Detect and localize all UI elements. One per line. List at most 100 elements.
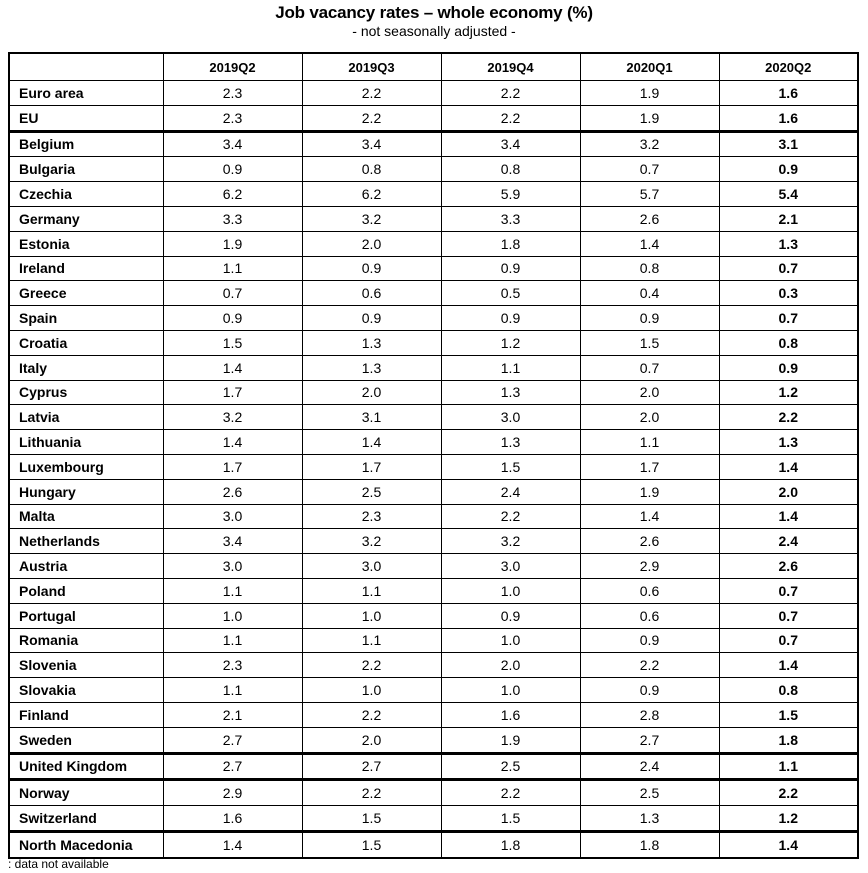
cell-value: 6.2 (162, 181, 303, 207)
cell-value: 2.2 (718, 404, 859, 431)
table-row: Ireland 1.1 0.9 0.9 0.8 0.7 (8, 255, 859, 282)
cell-value: 0.7 (718, 305, 859, 331)
row-label: Luxembourg (8, 453, 164, 480)
cell-value: 2.6 (579, 205, 720, 232)
cell-value: 3.1 (718, 130, 859, 158)
cell-value: 3.0 (162, 503, 303, 530)
cell-value: 0.8 (579, 255, 720, 282)
table-row: Lithuania 1.4 1.4 1.3 1.1 1.3 (8, 429, 859, 455)
column-header: 2019Q4 (440, 52, 581, 81)
cell-value: 1.4 (162, 429, 303, 455)
cell-value: 1.4 (718, 503, 859, 530)
cell-value: 2.3 (162, 80, 303, 106)
cell-value: 1.8 (440, 230, 581, 257)
table-row: Romania 1.1 1.1 1.0 0.9 0.7 (8, 627, 859, 654)
cell-value: 2.5 (301, 478, 442, 505)
cell-value: 1.0 (440, 577, 581, 604)
cell-value: 0.6 (579, 577, 720, 604)
cell-value: 0.7 (718, 255, 859, 282)
cell-value: 1.5 (440, 805, 581, 833)
table-row: Croatia 1.5 1.3 1.2 1.5 0.8 (8, 329, 859, 356)
cell-value: 2.2 (301, 104, 442, 133)
cell-value: 2.3 (162, 104, 303, 133)
table-row: Poland 1.1 1.1 1.0 0.6 0.7 (8, 577, 859, 604)
row-label: Switzerland (8, 805, 164, 833)
cell-value: 1.5 (440, 453, 581, 480)
cell-value: 1.1 (162, 677, 303, 703)
cell-value: 1.1 (718, 752, 859, 782)
cell-value: 2.6 (579, 528, 720, 555)
table-row: Greece 0.7 0.6 0.5 0.4 0.3 (8, 280, 859, 307)
cell-value: 2.7 (301, 752, 442, 782)
cell-value: 0.8 (718, 677, 859, 703)
row-label: Bulgaria (8, 156, 164, 183)
cell-value: 1.2 (718, 379, 859, 406)
table-row: North Macedonia 1.4 1.5 1.8 1.8 1.4 (8, 830, 859, 859)
cell-value: 2.2 (440, 80, 581, 106)
row-label: Netherlands (8, 528, 164, 555)
cell-value: 3.0 (440, 404, 581, 431)
column-header: 2019Q2 (162, 52, 303, 81)
cell-value: 0.9 (718, 156, 859, 183)
cell-value: 1.0 (440, 627, 581, 654)
cell-value: 1.4 (162, 354, 303, 381)
cell-value: 3.4 (440, 130, 581, 158)
cell-value: 3.2 (440, 528, 581, 555)
cell-value: 1.6 (162, 805, 303, 833)
row-label: North Macedonia (8, 830, 164, 859)
cell-value: 2.0 (718, 478, 859, 505)
cell-value: 0.9 (718, 354, 859, 381)
table-row: Malta 3.0 2.3 2.2 1.4 1.4 (8, 503, 859, 530)
cell-value: 1.0 (301, 602, 442, 629)
cell-value: 1.5 (718, 701, 859, 728)
cell-value: 2.0 (579, 379, 720, 406)
cell-value: 0.6 (301, 280, 442, 307)
table-row: Slovakia 1.1 1.0 1.0 0.9 0.8 (8, 677, 859, 703)
cell-value: 2.1 (162, 701, 303, 728)
cell-value: 1.7 (301, 453, 442, 480)
cell-value: 1.9 (440, 726, 581, 755)
table-row: Cyprus 1.7 2.0 1.3 2.0 1.2 (8, 379, 859, 406)
cell-value: 1.9 (162, 230, 303, 257)
cell-value: 1.4 (301, 429, 442, 455)
cell-value: 2.7 (579, 726, 720, 755)
row-label: Czechia (8, 181, 164, 207)
cell-value: 2.5 (579, 779, 720, 807)
row-label: Portugal (8, 602, 164, 629)
cell-value: 0.9 (579, 627, 720, 654)
cell-value: 2.2 (440, 503, 581, 530)
row-label: Slovakia (8, 677, 164, 703)
cell-value: 0.9 (301, 255, 442, 282)
cell-value: 3.0 (162, 553, 303, 579)
cell-value: 0.5 (440, 280, 581, 307)
cell-value: 1.1 (162, 255, 303, 282)
cell-value: 1.2 (440, 329, 581, 356)
table-row: Czechia 6.2 6.2 5.9 5.7 5.4 (8, 181, 859, 207)
table-row: Bulgaria 0.9 0.8 0.8 0.7 0.9 (8, 156, 859, 183)
cell-value: 0.7 (579, 354, 720, 381)
cell-value: 2.0 (301, 379, 442, 406)
row-label: Latvia (8, 404, 164, 431)
cell-value: 1.3 (718, 230, 859, 257)
cell-value: 2.3 (162, 652, 303, 679)
cell-value: 5.4 (718, 181, 859, 207)
table-row: Austria 3.0 3.0 3.0 2.9 2.6 (8, 553, 859, 579)
cell-value: 1.4 (718, 830, 859, 859)
cell-value: 1.8 (718, 726, 859, 755)
cell-value: 0.6 (579, 602, 720, 629)
cell-value: 2.2 (440, 779, 581, 807)
cell-value: 1.1 (301, 577, 442, 604)
table-row: Portugal 1.0 1.0 0.9 0.6 0.7 (8, 602, 859, 629)
table-subtitle: - not seasonally adjusted - (352, 23, 516, 39)
header-row: 2019Q2 2019Q3 2019Q4 2020Q1 2020Q2 (8, 52, 859, 81)
cell-value: 0.8 (301, 156, 442, 183)
cell-value: 1.2 (718, 805, 859, 833)
table-row: Estonia 1.9 2.0 1.8 1.4 1.3 (8, 230, 859, 257)
cell-value: 1.8 (579, 830, 720, 859)
footnote: : data not available (8, 857, 109, 871)
cell-value: 0.9 (440, 305, 581, 331)
table-row: United Kingdom 2.7 2.7 2.5 2.4 1.1 (8, 752, 859, 782)
cell-value: 0.7 (579, 156, 720, 183)
cell-value: 3.2 (579, 130, 720, 158)
row-label: Ireland (8, 255, 164, 282)
